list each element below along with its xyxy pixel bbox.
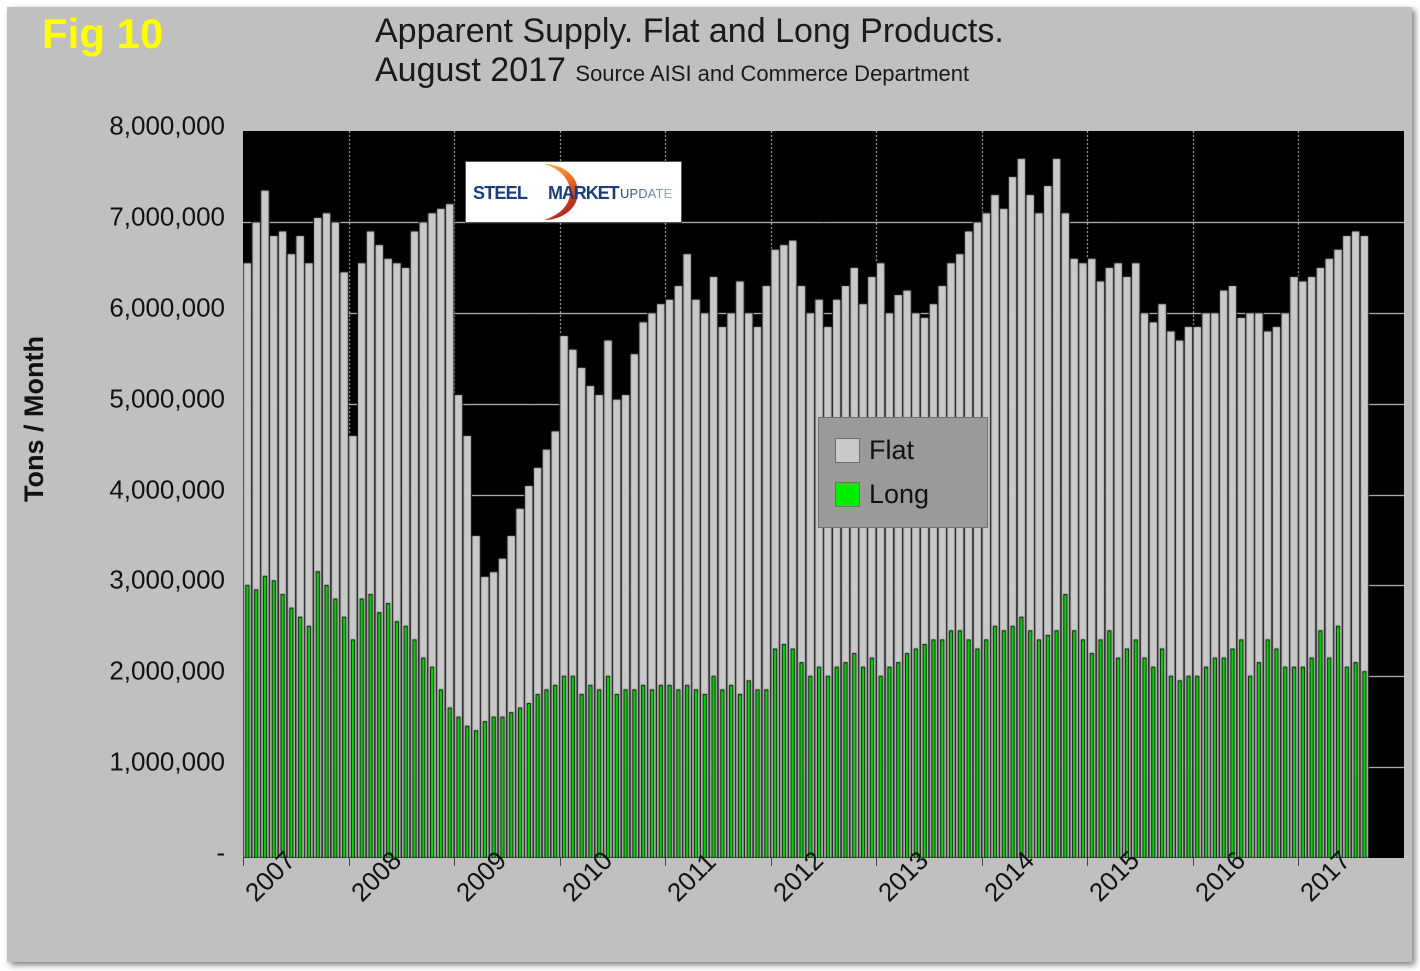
svg-text:MARKET: MARKET	[548, 183, 619, 203]
svg-text:UPDATE: UPDATE	[620, 186, 673, 201]
svg-text:STEEL: STEEL	[473, 183, 528, 203]
